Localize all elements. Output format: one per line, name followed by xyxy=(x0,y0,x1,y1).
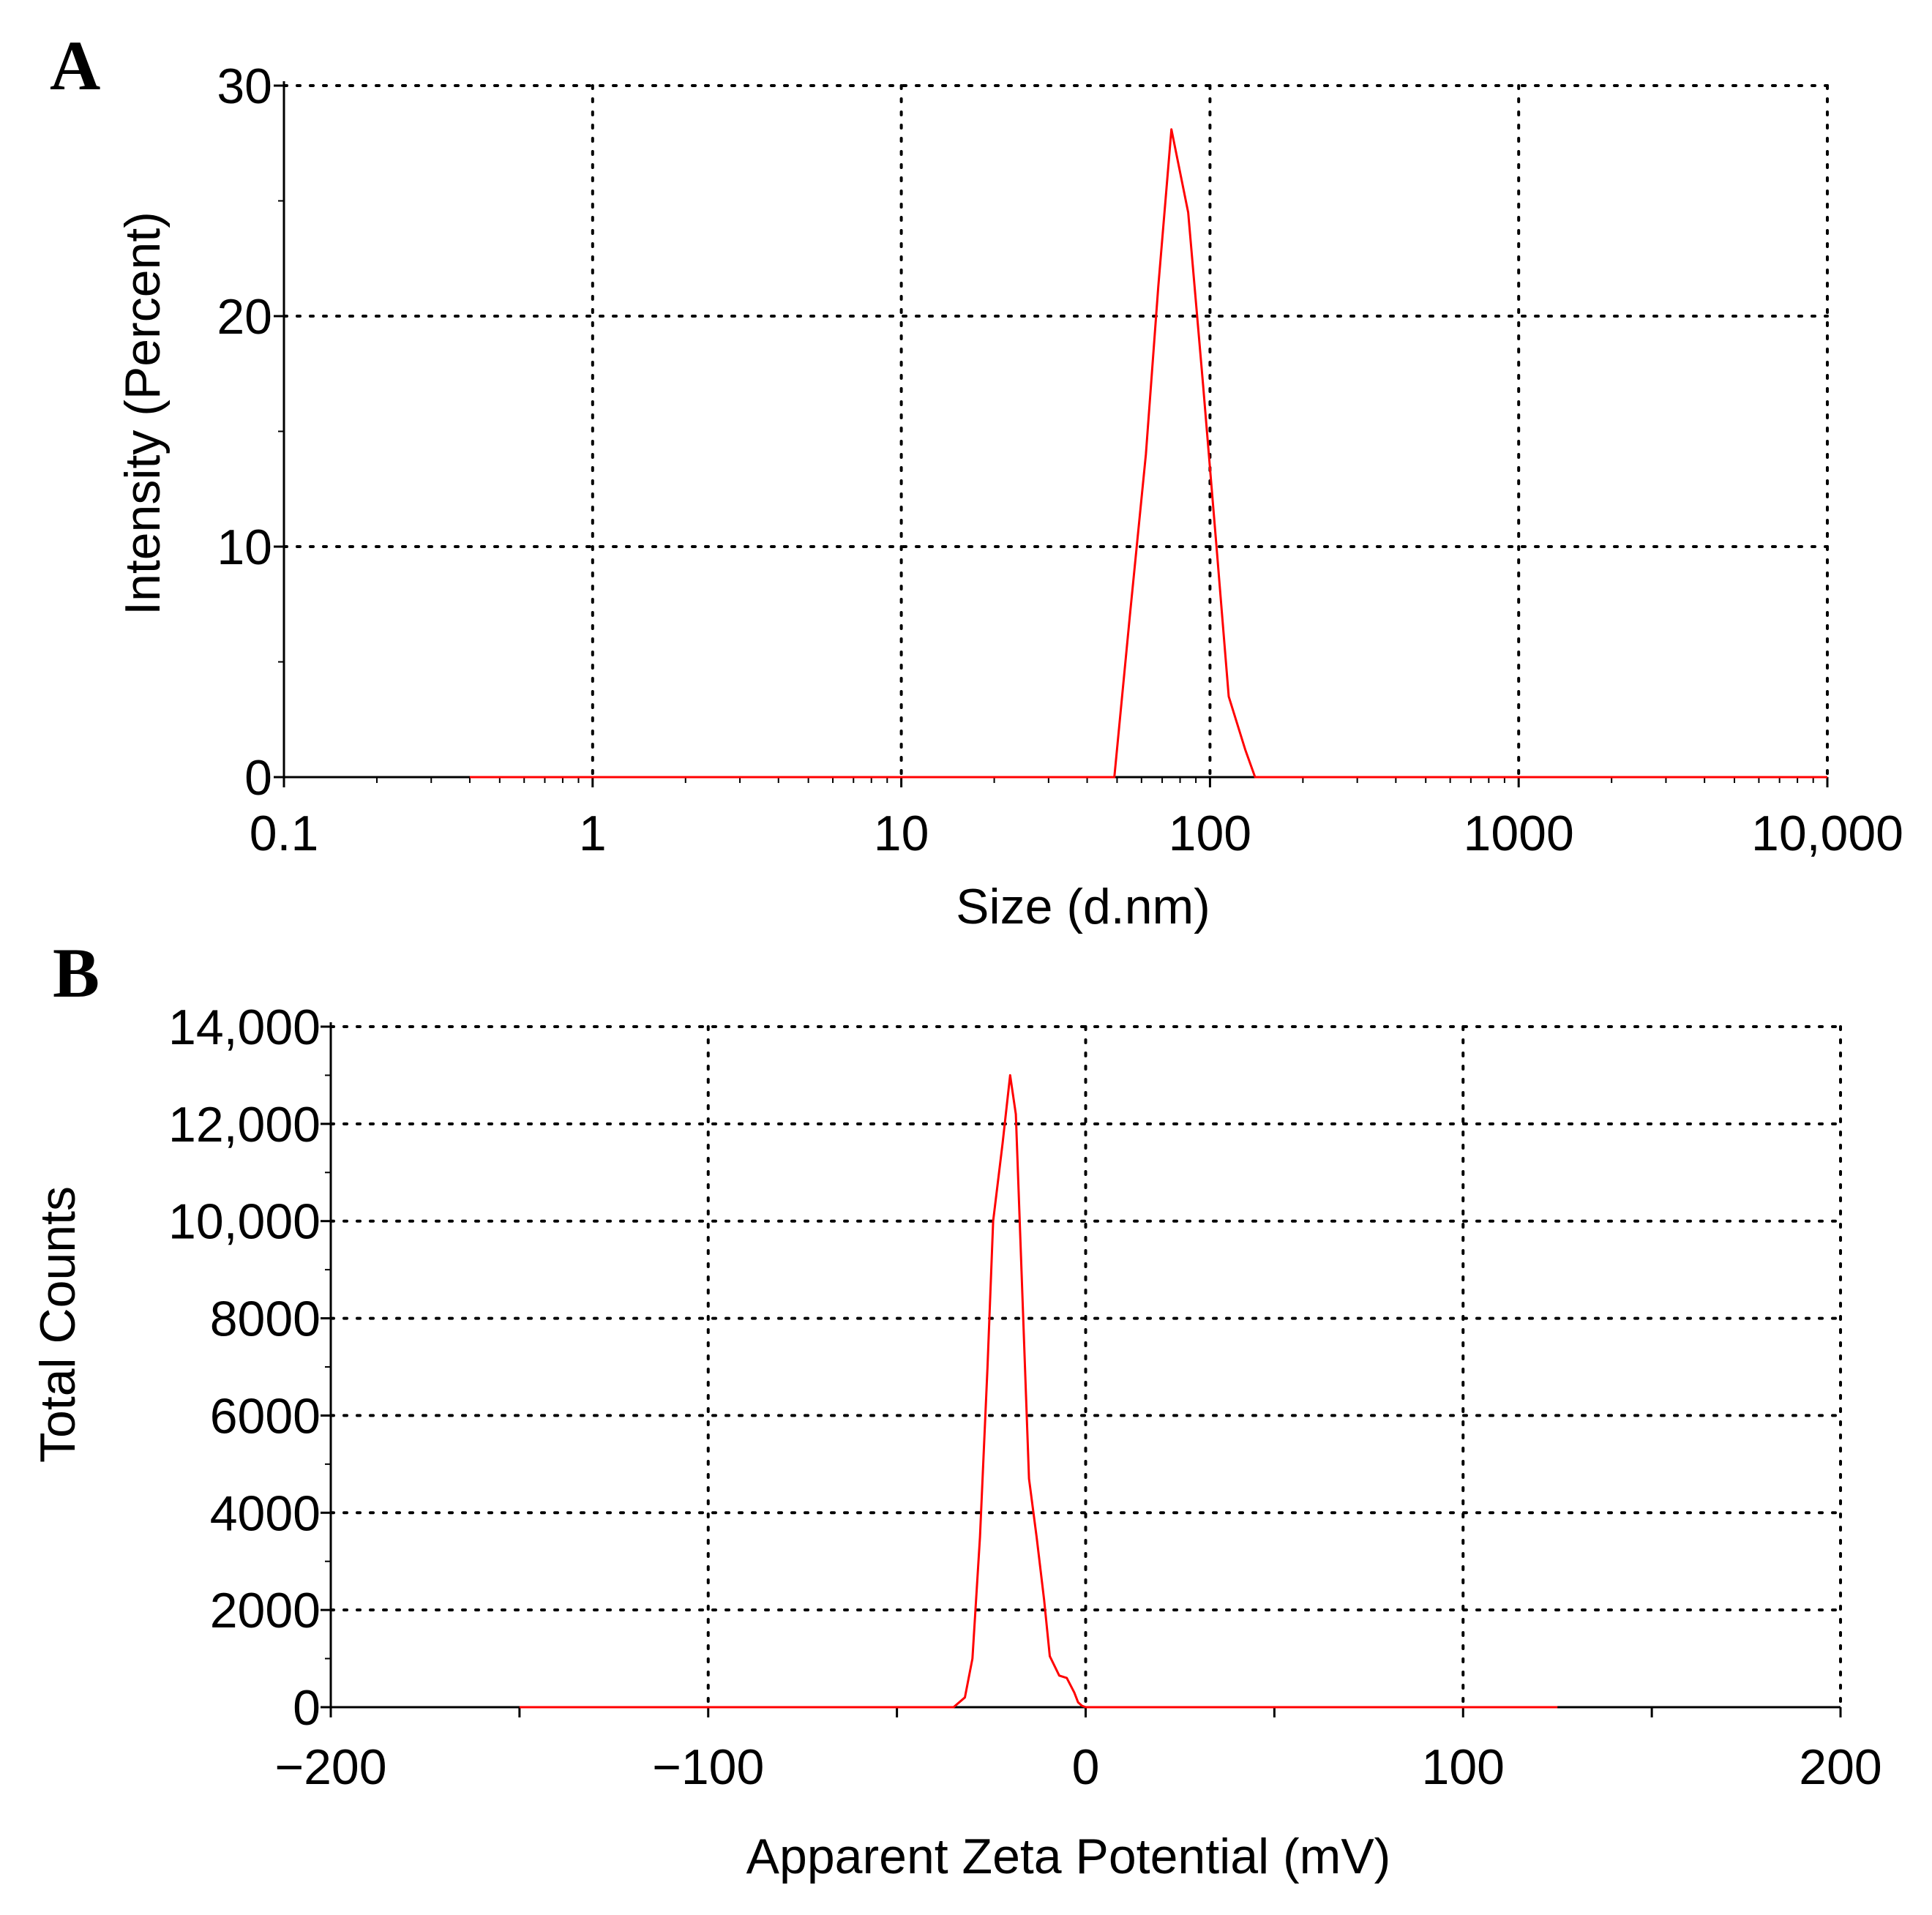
axes-b xyxy=(321,1022,1842,1717)
panel-letter-b: B xyxy=(53,934,100,1012)
y-tick-labels-a: 0 10 20 30 xyxy=(217,59,272,806)
y-axis-title-b: Total Counts xyxy=(30,1186,86,1463)
y-tick-label-b-5: 10,000 xyxy=(168,1194,321,1250)
grid-a xyxy=(282,84,1829,779)
x-tick-label-a-0: 0.1 xyxy=(250,806,319,861)
y-tick-labels-b: 0 2000 4000 6000 8000 10,000 12,000 14,000 xyxy=(168,1000,321,1736)
x-tick-label-a-5: 10,000 xyxy=(1751,806,1903,861)
y-tick-label-a-3: 30 xyxy=(217,59,272,114)
series-a xyxy=(469,128,1827,779)
x-axis-title-a: Size (d.nm) xyxy=(956,879,1210,934)
axes-a xyxy=(274,81,1829,787)
x-tick-labels-a: 0.1 1 10 100 1000 10,000 xyxy=(250,806,1903,861)
y-tick-label-b-4: 8000 xyxy=(210,1292,321,1347)
y-tick-label-b-6: 12,000 xyxy=(168,1097,321,1153)
y-tick-label-b-2: 4000 xyxy=(210,1485,321,1541)
x-tick-label-b-4: 200 xyxy=(1799,1739,1882,1795)
x-tick-label-b-1: −100 xyxy=(652,1739,764,1795)
series-b xyxy=(519,1073,1558,1709)
panel-letter-a: A xyxy=(50,26,100,105)
x-axis-title-b: Apparent Zeta Potential (mV) xyxy=(746,1829,1391,1884)
chart-panel-a: A 0.1 1 10 100 1000 10,000 0 10 20 30 Size (d.nm… xyxy=(50,26,1903,934)
chart-panel-b: B −200 −100 0 100 200 0 2000 4000 6000 8000 10,00… xyxy=(30,934,1882,1884)
series-line-a-0 xyxy=(469,128,1827,779)
y-axis-title-a: Intensity (Percent) xyxy=(115,211,171,615)
y-tick-label-b-3: 6000 xyxy=(210,1388,321,1444)
x-tick-label-a-3: 100 xyxy=(1169,806,1251,861)
x-tick-labels-b: −200 −100 0 100 200 xyxy=(274,1739,1882,1795)
y-tick-label-b-0: 0 xyxy=(293,1680,321,1736)
y-tick-label-b-1: 2000 xyxy=(210,1583,321,1638)
x-tick-label-a-1: 1 xyxy=(579,806,607,861)
y-tick-label-a-1: 10 xyxy=(217,520,272,575)
x-tick-label-a-2: 10 xyxy=(874,806,929,861)
y-tick-label-a-2: 20 xyxy=(217,289,272,345)
x-tick-label-b-0: −200 xyxy=(274,1739,386,1795)
y-tick-label-a-0: 0 xyxy=(244,750,272,806)
x-tick-label-b-3: 100 xyxy=(1422,1739,1505,1795)
x-tick-label-b-2: 0 xyxy=(1072,1739,1100,1795)
y-tick-label-b-7: 14,000 xyxy=(168,1000,321,1055)
grid-b xyxy=(329,1025,1842,1709)
series-line-b-0 xyxy=(519,1073,1558,1709)
x-tick-label-a-4: 1000 xyxy=(1464,806,1574,861)
